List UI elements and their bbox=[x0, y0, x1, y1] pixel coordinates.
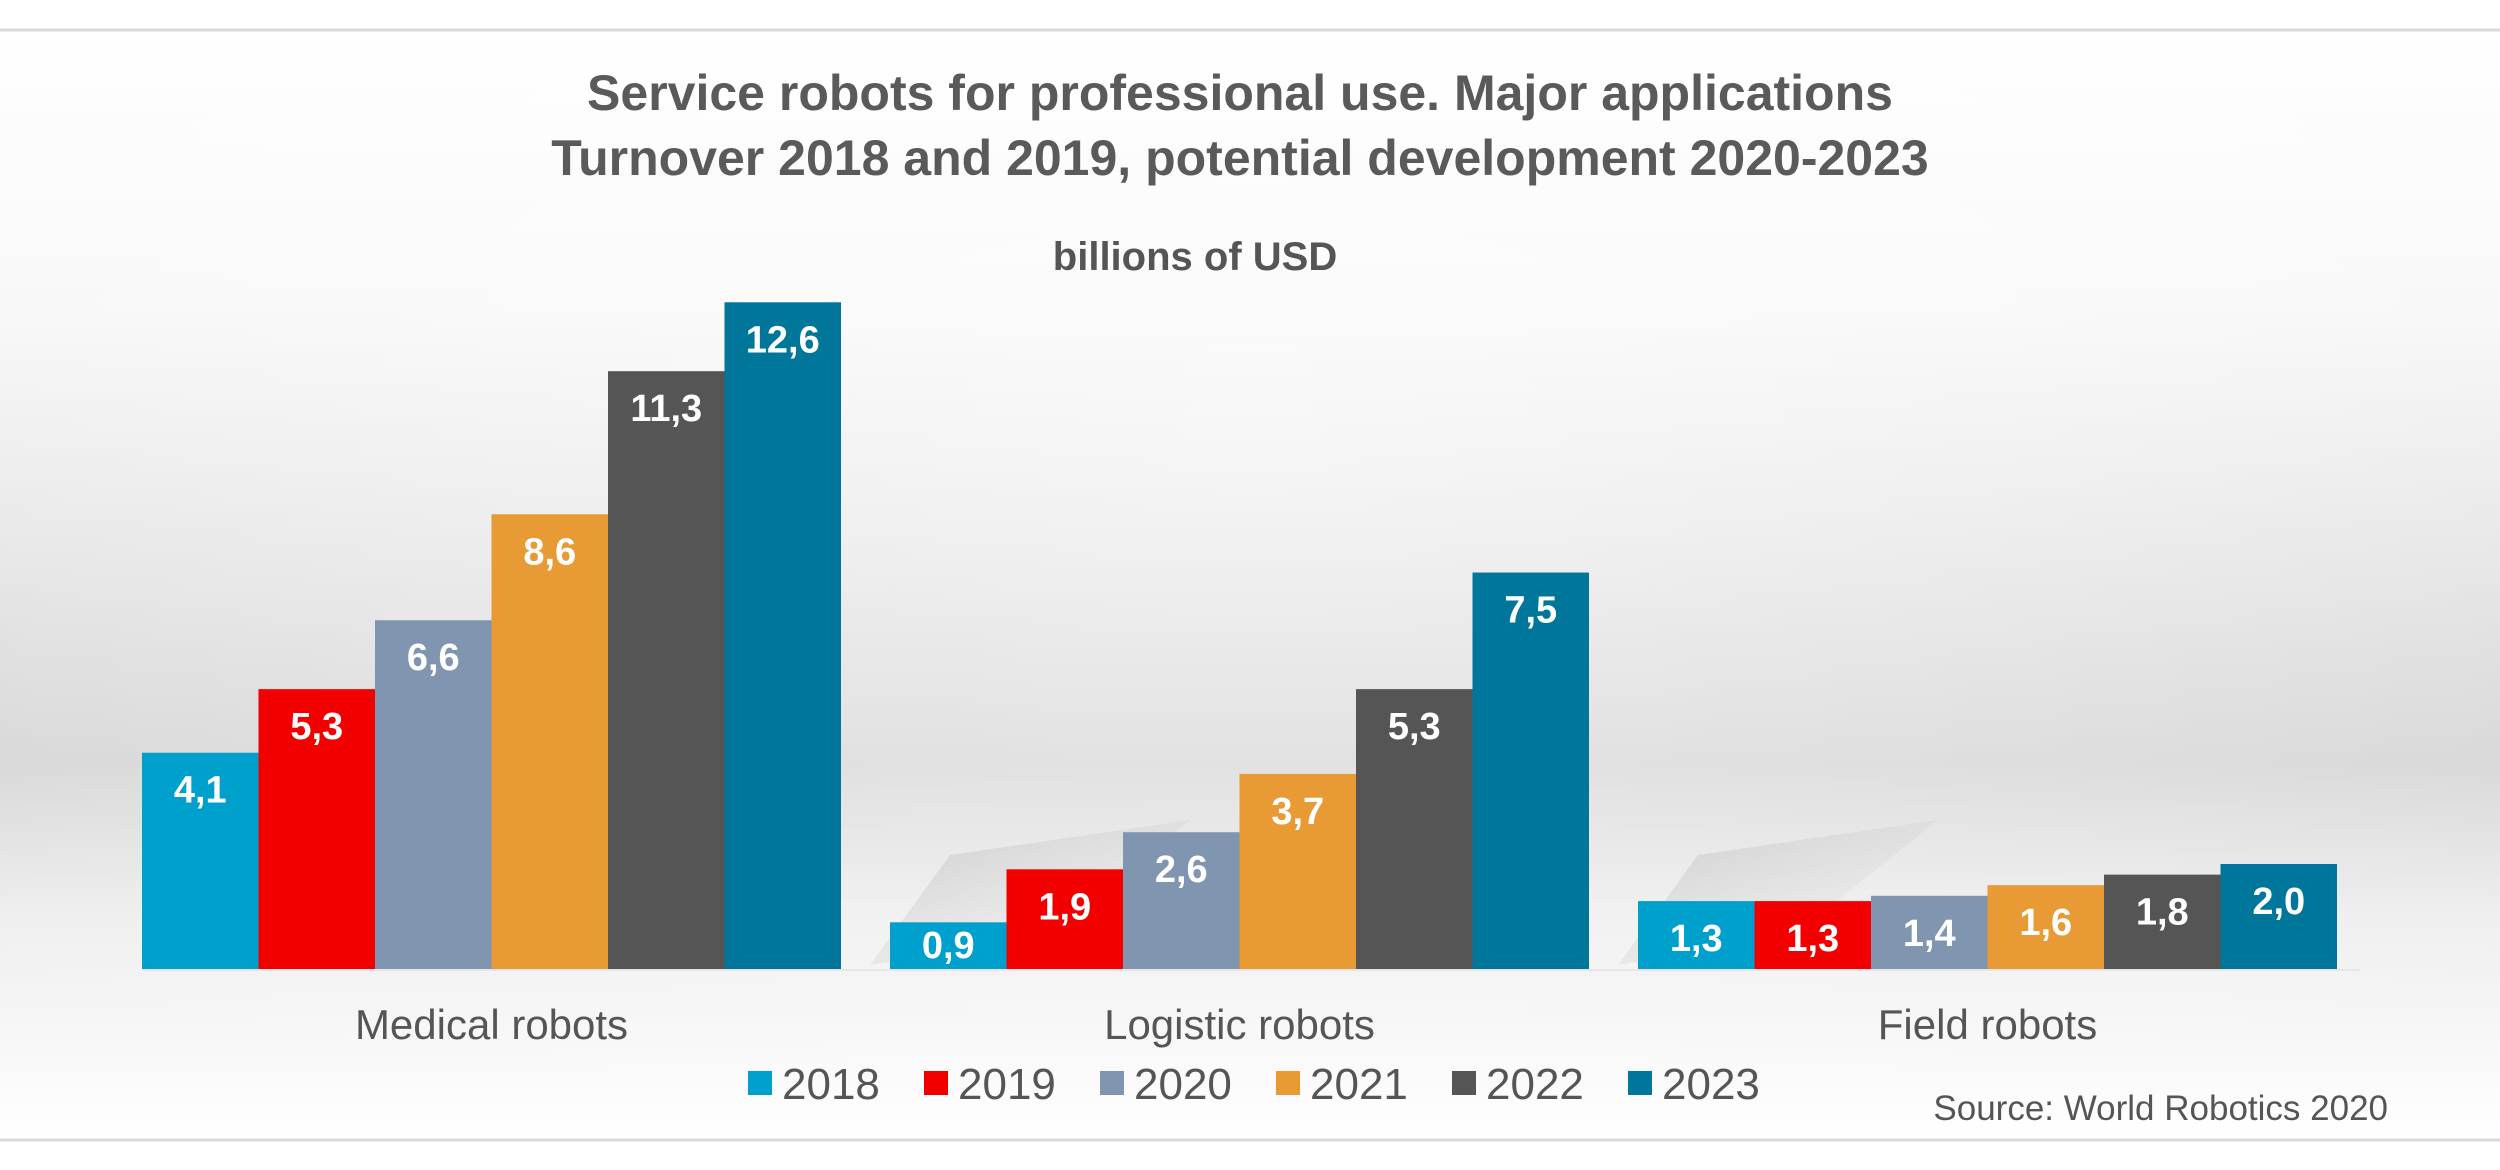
legend-swatch-2021 bbox=[1276, 1071, 1300, 1095]
bar-field-robots-2019 bbox=[1754, 901, 1871, 970]
data-label: 1,9 bbox=[1038, 886, 1091, 928]
legend: 2018 2019 2020 2021 2022 2023 bbox=[748, 1060, 1760, 1109]
bar-field-robots-2021 bbox=[1987, 885, 2104, 970]
source-note: Source: World Robotics 2020 bbox=[1933, 1089, 2388, 1128]
data-label: 1,8 bbox=[2136, 892, 2189, 934]
data-label: 6,6 bbox=[407, 637, 460, 679]
bar-field-robots-2022 bbox=[2104, 874, 2221, 970]
data-label: 1,3 bbox=[1786, 918, 1839, 960]
bar-medical-robots-2019 bbox=[258, 689, 375, 970]
chart-background-highlight bbox=[0, 30, 2500, 1140]
bar-medical-robots-2023 bbox=[724, 302, 841, 970]
bar-medical-robots-2020 bbox=[375, 620, 492, 970]
bar-field-robots-2023 bbox=[2220, 864, 2337, 970]
legend-swatch-2018 bbox=[748, 1071, 772, 1095]
data-label: 2,6 bbox=[1155, 849, 1208, 891]
legend-swatch-2022 bbox=[1452, 1071, 1476, 1095]
bar-field-robots-2020 bbox=[1871, 895, 1988, 970]
data-label: 8,6 bbox=[523, 531, 576, 573]
bar-field-robots-2018 bbox=[1638, 901, 1755, 970]
data-label: 4,1 bbox=[174, 770, 227, 812]
category-label: Logistic robots bbox=[1104, 1001, 1375, 1048]
category-labels-group: Medical robots Logistic robots Field robot… bbox=[355, 1001, 2097, 1048]
bar-medical-robots-2018 bbox=[142, 752, 259, 970]
legend-label: 2023 bbox=[1662, 1060, 1760, 1109]
data-label: 7,5 bbox=[1504, 590, 1557, 632]
bar-medical-robots-2022 bbox=[608, 371, 725, 971]
unit-label: billions of USD bbox=[1053, 235, 1337, 279]
legend-swatch-2023 bbox=[1628, 1071, 1652, 1095]
bar-logistic-robots-2022 bbox=[1356, 689, 1473, 970]
bars-group bbox=[142, 302, 2360, 971]
category-label: Medical robots bbox=[355, 1001, 628, 1048]
data-label: 0,9 bbox=[922, 925, 975, 967]
category-label: Field robots bbox=[1878, 1001, 2097, 1048]
bar-logistic-robots-2023 bbox=[1472, 572, 1589, 970]
legend-label: 2018 bbox=[782, 1060, 880, 1109]
data-label: 3,7 bbox=[1271, 791, 1324, 833]
bar-logistic-robots-2018 bbox=[890, 922, 1007, 970]
data-label: 5,3 bbox=[1388, 706, 1441, 748]
bar-logistic-robots-2021 bbox=[1239, 773, 1356, 970]
bar-logistic-robots-2020 bbox=[1123, 832, 1240, 970]
data-label: 11,3 bbox=[630, 388, 702, 430]
bar-logistic-robots-2019 bbox=[1006, 869, 1123, 970]
bar-medical-robots-2021 bbox=[491, 514, 608, 970]
legend-label: 2020 bbox=[1134, 1060, 1232, 1109]
data-label: 1,4 bbox=[1903, 913, 1956, 955]
legend-swatch-2019 bbox=[924, 1071, 948, 1095]
data-label: 5,3 bbox=[290, 706, 343, 748]
data-label: 1,6 bbox=[2019, 902, 2072, 944]
chart-title-line1: Service robots for professional use. Maj… bbox=[587, 65, 1893, 121]
legend-label: 2019 bbox=[958, 1060, 1056, 1109]
data-labels-group: 4,1 5,3 6,6 8,6 11,3 12,6 0,9 1,9 2,6 3,7 5,3 7,5 1,… bbox=[174, 319, 2305, 967]
legend-label: 2022 bbox=[1486, 1060, 1584, 1109]
data-label: 2,0 bbox=[2252, 881, 2305, 923]
chart-title-line2: Turnover 2018 and 2019, potential develo… bbox=[551, 130, 1928, 186]
data-label: 1,3 bbox=[1670, 918, 1723, 960]
legend-swatch-2020 bbox=[1100, 1071, 1124, 1095]
legend-label: 2021 bbox=[1310, 1060, 1408, 1109]
data-label: 12,6 bbox=[746, 319, 820, 361]
